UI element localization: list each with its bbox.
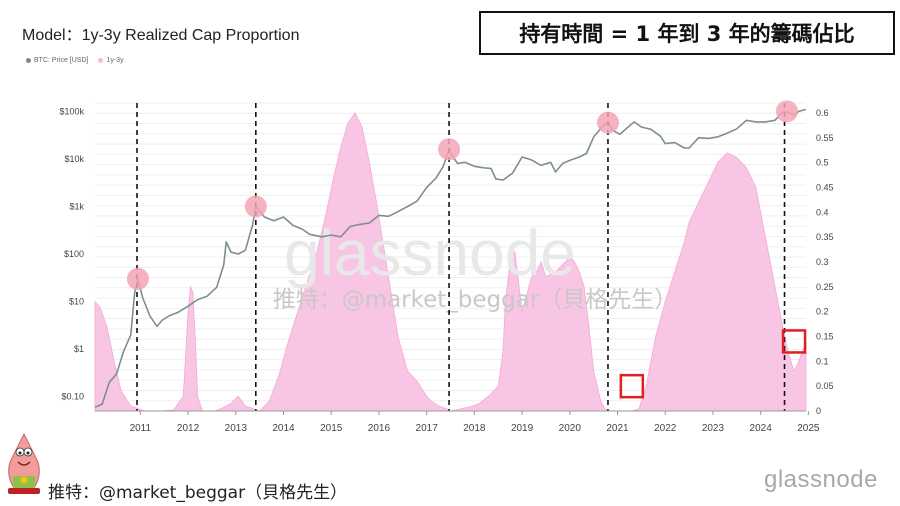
highlight-box [781, 329, 807, 354]
legend-item-price[interactable]: BTC: Price [USD] [26, 57, 88, 64]
x-tick-label: 2019 [511, 423, 534, 434]
watermark-credit: 推特：@market_beggar（貝格先生） [273, 287, 678, 313]
x-tick-label: 2016 [368, 423, 391, 434]
y-right-tick-label: 0.2 [816, 307, 829, 317]
proportion-area [94, 112, 807, 412]
legend-item-proportion[interactable]: 1y-3y [98, 57, 124, 64]
watermark: glassnode 推特：@market_beggar（貝格先生） [273, 217, 678, 313]
highlight-boxes [619, 329, 807, 399]
y-right-tick-label: 0.55 [816, 133, 834, 143]
y-left-tick-label: $100 [64, 249, 84, 259]
peak-marker [775, 100, 798, 123]
y-left-tick-label: $1 [74, 344, 84, 354]
x-axis: 2011 2012 2013 2014 2015 2016 2017 2018 2019 2020… [95, 410, 820, 434]
y-axis-left: $0.10 $1 $10 $100 $1k $10k $100k [59, 106, 84, 401]
legend-proportion-label: 1y-3y [106, 57, 124, 64]
x-tick-label: 2011 [130, 423, 152, 434]
model-title: Model：1y-3y Realized Cap Proportion [22, 27, 300, 44]
headline-text: 持有時間 = 1 年到 3 年的籌碼佔比 [519, 22, 855, 46]
legend-proportion-swatch [98, 57, 104, 63]
x-tick-label: 2012 [177, 423, 200, 434]
x-tick-label: 2021 [606, 423, 629, 434]
legend-price-swatch [26, 57, 31, 63]
watermark-logo: glassnode [284, 217, 576, 289]
peak-marker [244, 195, 267, 218]
footer-logo: glassnode [764, 466, 878, 493]
x-tick-label: 2024 [750, 423, 773, 434]
y-right-tick-label: 0.5 [816, 158, 829, 168]
cycle-lines [136, 103, 786, 411]
y-left-tick-label: $10k [64, 154, 84, 164]
y-right-tick-label: 0.1 [816, 356, 829, 366]
y-right-tick-label: 0.4 [816, 207, 829, 217]
x-tick-label: 2020 [559, 423, 582, 434]
y-right-tick-label: 0 [816, 406, 821, 416]
x-tick-label: 2023 [702, 423, 725, 434]
x-tick-label: 2022 [654, 423, 677, 434]
y-right-tick-label: 0.05 [816, 381, 834, 391]
x-tick-label: 2015 [320, 423, 343, 434]
legend-price-label: BTC: Price [USD] [34, 57, 89, 64]
peak-markers [126, 100, 798, 290]
y-left-tick-label: $10 [69, 297, 84, 307]
y-right-tick-label: 0.3 [816, 257, 829, 267]
y-right-tick-label: 0.6 [816, 108, 829, 118]
x-tick-label: 2025 [797, 423, 820, 434]
peak-marker [126, 267, 149, 290]
x-tick-label: 2018 [463, 423, 486, 434]
peak-marker [438, 138, 461, 161]
y-left-tick-label: $100k [59, 106, 84, 116]
y-right-tick-label: 0.15 [816, 331, 834, 341]
peak-marker [596, 111, 619, 134]
y-axis-right: 0 0.05 0.1 0.15 0.2 0.25 0.3 0.35 0.4 0.45 0.5 0.55… [816, 108, 834, 416]
y-left-tick-label: $1k [69, 201, 84, 211]
y-right-tick-label: 0.25 [816, 282, 834, 292]
highlight-box [619, 373, 645, 399]
y-right-tick-label: 0.35 [816, 232, 834, 242]
chart-grid [95, 102, 806, 412]
y-right-tick-label: 0.45 [816, 182, 834, 192]
proportion-area-layer [94, 112, 807, 412]
x-tick-label: 2014 [272, 423, 295, 434]
patrick-avatar-icon [8, 432, 40, 494]
footer-credit: 推特：@market_beggar（貝格先生） [48, 483, 348, 503]
y-left-tick-label: $0.10 [61, 392, 84, 402]
x-tick-label: 2017 [416, 423, 439, 434]
headline-box: 持有時間 = 1 年到 3 年的籌碼佔比 [479, 11, 895, 55]
chart-legend: BTC: Price [USD] 1y-3y [26, 57, 124, 64]
x-tick-label: 2013 [225, 423, 248, 434]
